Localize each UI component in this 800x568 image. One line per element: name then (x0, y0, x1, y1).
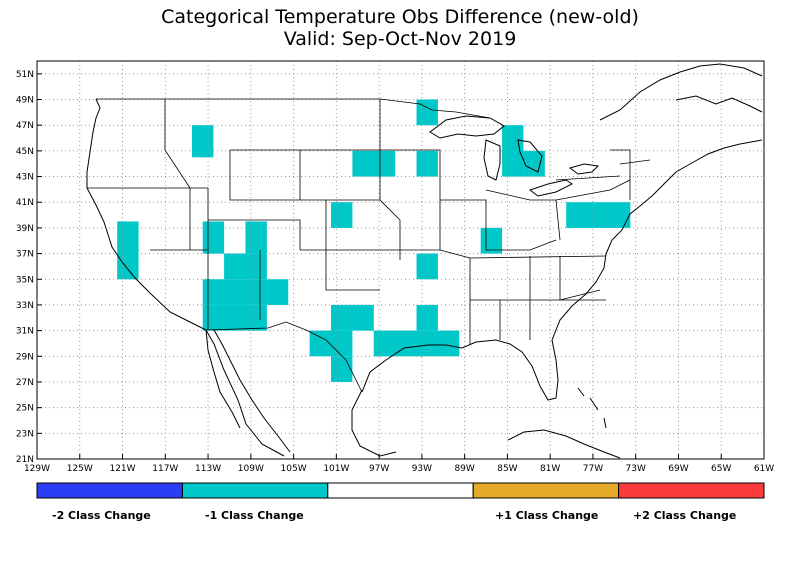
chart-title-line1: Categorical Temperature Obs Difference (… (161, 6, 639, 28)
difference-cell (373, 330, 460, 357)
mexico-us-border (205, 321, 363, 393)
difference-cell (416, 99, 438, 126)
latitude-label: 41N (16, 198, 34, 208)
latitude-label: 47N (16, 121, 34, 131)
difference-cell (202, 304, 267, 331)
longitude-label: 101W (323, 464, 349, 474)
legend-swatch (36, 482, 183, 499)
coastlines (86, 63, 763, 459)
latitude-label: 29N (16, 352, 34, 362)
difference-cell (566, 202, 631, 228)
legend-label: +2 Class Change (633, 509, 737, 522)
difference-cell (352, 150, 396, 177)
longitude-label: 93W (412, 464, 432, 474)
longitude-tick-labels: 129W 125W 121W 117W 113W 109W 105W 101W 97W 93W 89… (24, 464, 774, 474)
hudson-area (675, 95, 763, 113)
legend-swatch (618, 482, 765, 499)
great-lakes-huron (517, 139, 543, 173)
gulf-of-california-coast (213, 329, 291, 453)
map-frame-background (37, 61, 764, 459)
longitude-label: 89W (454, 464, 474, 474)
cuba (507, 429, 621, 459)
longitude-label: 117W (152, 464, 178, 474)
legend-label: -2 Class Change (52, 509, 151, 522)
baja-peninsula (205, 329, 241, 429)
legend-swatch (327, 482, 474, 499)
longitude-label: 97W (369, 464, 389, 474)
longitude-label: 61W (754, 464, 774, 474)
latitude-label: 35N (16, 275, 34, 285)
difference-cell (416, 253, 438, 280)
east-coastline (605, 139, 763, 255)
longitude-label: 69W (668, 464, 688, 474)
latitude-label: 25N (16, 404, 34, 414)
longitude-label: 105W (281, 464, 307, 474)
latitude-label: 23N (16, 429, 34, 439)
latitude-label: 45N (16, 147, 34, 157)
longitude-label: 73W (626, 464, 646, 474)
difference-cell (331, 304, 374, 331)
legend-swatch (181, 482, 329, 499)
difference-cell (309, 330, 353, 357)
difference-cell (202, 279, 289, 305)
canada-coast (599, 63, 763, 121)
latitude-tick-labels: 21N 23N 25N 27N 29N 31N 33N 35N 37N 39N 41N 43N 45N 4… (16, 70, 34, 465)
great-lakes-superior (429, 115, 505, 139)
longitude-label: 81W (540, 464, 560, 474)
difference-cell (502, 125, 524, 177)
longitude-label: 125W (67, 464, 93, 474)
longitude-label: 129W (24, 464, 50, 474)
longitude-label: 109W (238, 464, 264, 474)
legend-swatch (472, 482, 620, 499)
difference-cell (117, 221, 139, 280)
difference-cell (202, 221, 225, 254)
longitude-label: 113W (195, 464, 221, 474)
state-lines-west (87, 99, 441, 330)
difference-cell (331, 202, 353, 228)
canada-us-border (96, 98, 491, 119)
legend-color-bar (36, 482, 765, 499)
chart-title-line2: Valid: Sep-Oct-Nov 2019 (283, 28, 517, 50)
texas-gulf-coast (361, 253, 607, 401)
latitude-label: 33N (16, 301, 34, 311)
latitude-label: 51N (16, 70, 34, 80)
great-lakes-ontario (568, 163, 600, 175)
latitude-label: 39N (16, 224, 34, 234)
latitude-label: 37N (16, 250, 34, 260)
great-lakes-erie (528, 179, 573, 197)
west-coastline (86, 98, 285, 457)
legend-label: -1 Class Change (205, 509, 304, 522)
map-frame (36, 60, 765, 460)
difference-cell (192, 125, 214, 158)
longitude-label: 77W (583, 464, 603, 474)
great-lakes-michigan (483, 139, 501, 181)
legend-label: +1 Class Change (495, 509, 599, 522)
difference-cell (416, 150, 438, 177)
graticule (36, 61, 765, 460)
mexico-gulf-coast (351, 389, 397, 457)
difference-cell (523, 150, 545, 177)
longitude-label: 65W (711, 464, 731, 474)
latitude-label: 27N (16, 378, 34, 388)
longitude-label: 85W (497, 464, 517, 474)
difference-cell (331, 356, 353, 382)
political-borders (87, 98, 651, 393)
difference-cell (245, 221, 267, 254)
chart-title: Categorical Temperature Obs Difference (… (0, 6, 800, 50)
difference-cell (224, 253, 267, 280)
bahamas (577, 387, 607, 429)
difference-cell (416, 304, 438, 331)
state-lines-east (439, 149, 651, 345)
latitude-label: 21N (16, 455, 34, 465)
latitude-label: 49N (16, 96, 34, 106)
latitude-label: 43N (16, 173, 34, 183)
latitude-label: 31N (16, 327, 34, 337)
longitude-label: 121W (109, 464, 135, 474)
